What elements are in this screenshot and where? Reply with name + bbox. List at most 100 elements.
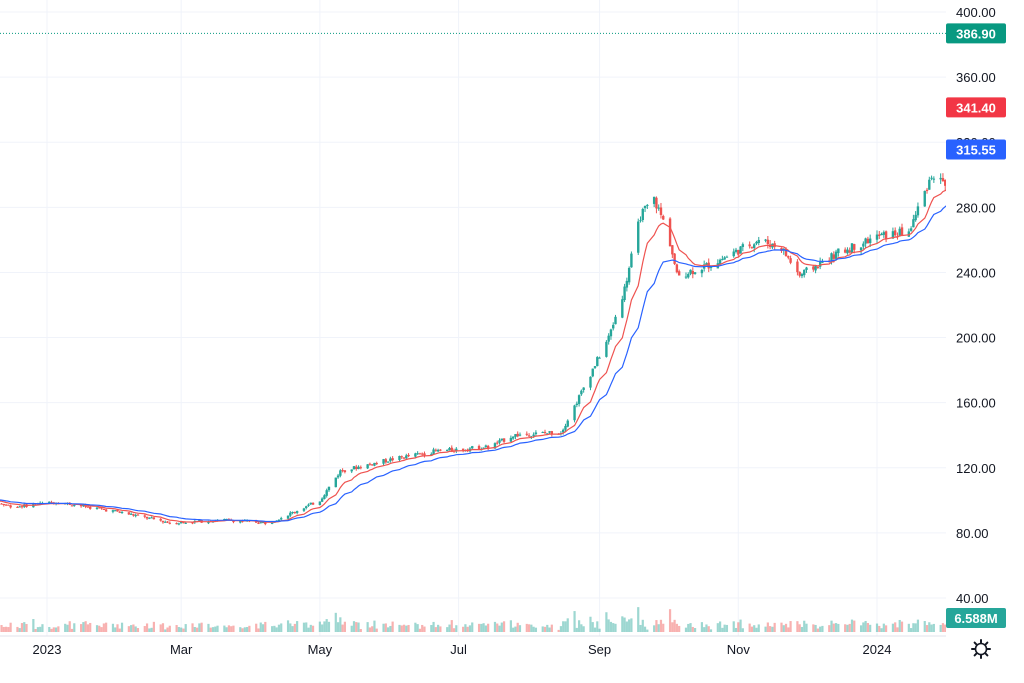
ma-line-fast — [0, 104, 1021, 523]
candle-body — [832, 254, 835, 259]
candle-body — [798, 271, 801, 276]
candle-body — [305, 506, 308, 509]
time-axis[interactable]: 2023 Mar May Jul Sep Nov 2024 — [33, 642, 892, 657]
volume-bar — [678, 625, 681, 632]
candle-body — [414, 453, 417, 457]
volume-bar — [198, 623, 201, 632]
candle-body — [875, 234, 879, 240]
candle-body — [416, 453, 419, 455]
volume-bar — [371, 626, 374, 632]
ma-line-slow — [0, 140, 1021, 523]
candle-body — [511, 436, 515, 439]
candle-body — [812, 266, 815, 270]
candle-body — [352, 466, 356, 470]
candle-body — [359, 467, 363, 469]
candle-body — [341, 470, 344, 472]
candle-body — [4, 504, 8, 506]
volume-bar — [323, 621, 326, 632]
candle-body — [20, 506, 24, 508]
volume-bar — [803, 620, 806, 632]
candle-body — [914, 214, 917, 221]
candle-body — [814, 265, 817, 271]
volume-bar — [111, 623, 115, 632]
volume-bar — [894, 622, 897, 632]
candle-body — [482, 447, 485, 449]
volume-bar — [609, 621, 613, 632]
volume-bar — [384, 623, 387, 632]
candle-body — [561, 429, 565, 433]
candle-body — [95, 507, 99, 509]
volume-bar — [705, 624, 708, 632]
candle-body — [418, 453, 422, 455]
volume-bar — [336, 622, 340, 632]
volume-bar — [102, 623, 105, 632]
candle-body — [104, 509, 108, 512]
volume-bar — [127, 626, 130, 632]
volume-bar — [784, 623, 788, 632]
volume-bar — [739, 619, 742, 632]
candle-body — [766, 239, 770, 245]
volume-bar — [86, 624, 90, 632]
volume-bar — [755, 627, 758, 632]
candle-body — [789, 258, 792, 263]
candles — [0, 32, 1022, 526]
volume-bar — [23, 622, 26, 632]
candle-body — [630, 253, 633, 268]
candle-body — [764, 239, 767, 241]
candle-body — [868, 238, 872, 244]
candle-body — [593, 366, 597, 368]
candle-body — [289, 512, 292, 516]
candle-body — [132, 514, 135, 516]
candle-body — [862, 243, 865, 247]
volume-bar — [152, 621, 155, 632]
volume-bar — [659, 619, 663, 632]
volume-bar — [248, 625, 251, 632]
volume-bars — [0, 607, 1022, 632]
volume-bar — [850, 619, 854, 632]
volume-bar — [593, 627, 597, 632]
volume-bar — [9, 622, 12, 632]
candle-body — [450, 447, 453, 451]
candle-body — [609, 329, 613, 337]
candle-body — [118, 511, 121, 513]
volume-bar — [527, 624, 531, 632]
volume-bar — [118, 628, 121, 632]
volume-bar — [193, 626, 196, 632]
candle-body — [79, 505, 83, 507]
volume-bar — [771, 626, 774, 632]
volume-bar — [493, 621, 497, 632]
volume-bar — [339, 617, 342, 632]
volume-bar — [227, 625, 231, 632]
candle-body — [223, 518, 226, 521]
candle-body — [834, 251, 838, 259]
candle-body — [382, 459, 385, 464]
candle-body — [500, 438, 503, 441]
volume-bar — [837, 623, 840, 632]
volume-bar — [318, 621, 321, 632]
candle-body — [48, 501, 51, 504]
volume-bar — [916, 619, 920, 632]
volume-bar — [471, 622, 474, 632]
candle-body — [421, 453, 424, 455]
candle-body — [400, 456, 403, 458]
volume-bar — [914, 623, 917, 632]
candle-body — [639, 220, 642, 222]
candle-body — [325, 490, 328, 496]
volume-bar — [264, 621, 267, 632]
volume-bar — [878, 625, 881, 632]
candle-body — [98, 507, 101, 509]
volume-bar — [709, 629, 713, 632]
volume-bar — [723, 624, 726, 632]
price-badge: 315.55 — [946, 139, 1006, 160]
volume-bar — [548, 627, 551, 632]
candle-body — [375, 463, 378, 465]
volume-bar — [132, 624, 135, 632]
volume-bar — [477, 623, 481, 632]
candle-body — [850, 243, 854, 254]
candle-body — [355, 466, 358, 470]
candle-body — [446, 449, 449, 452]
candle-body — [705, 263, 708, 265]
gear-icon[interactable] — [971, 639, 991, 659]
volume-bar — [166, 627, 169, 632]
